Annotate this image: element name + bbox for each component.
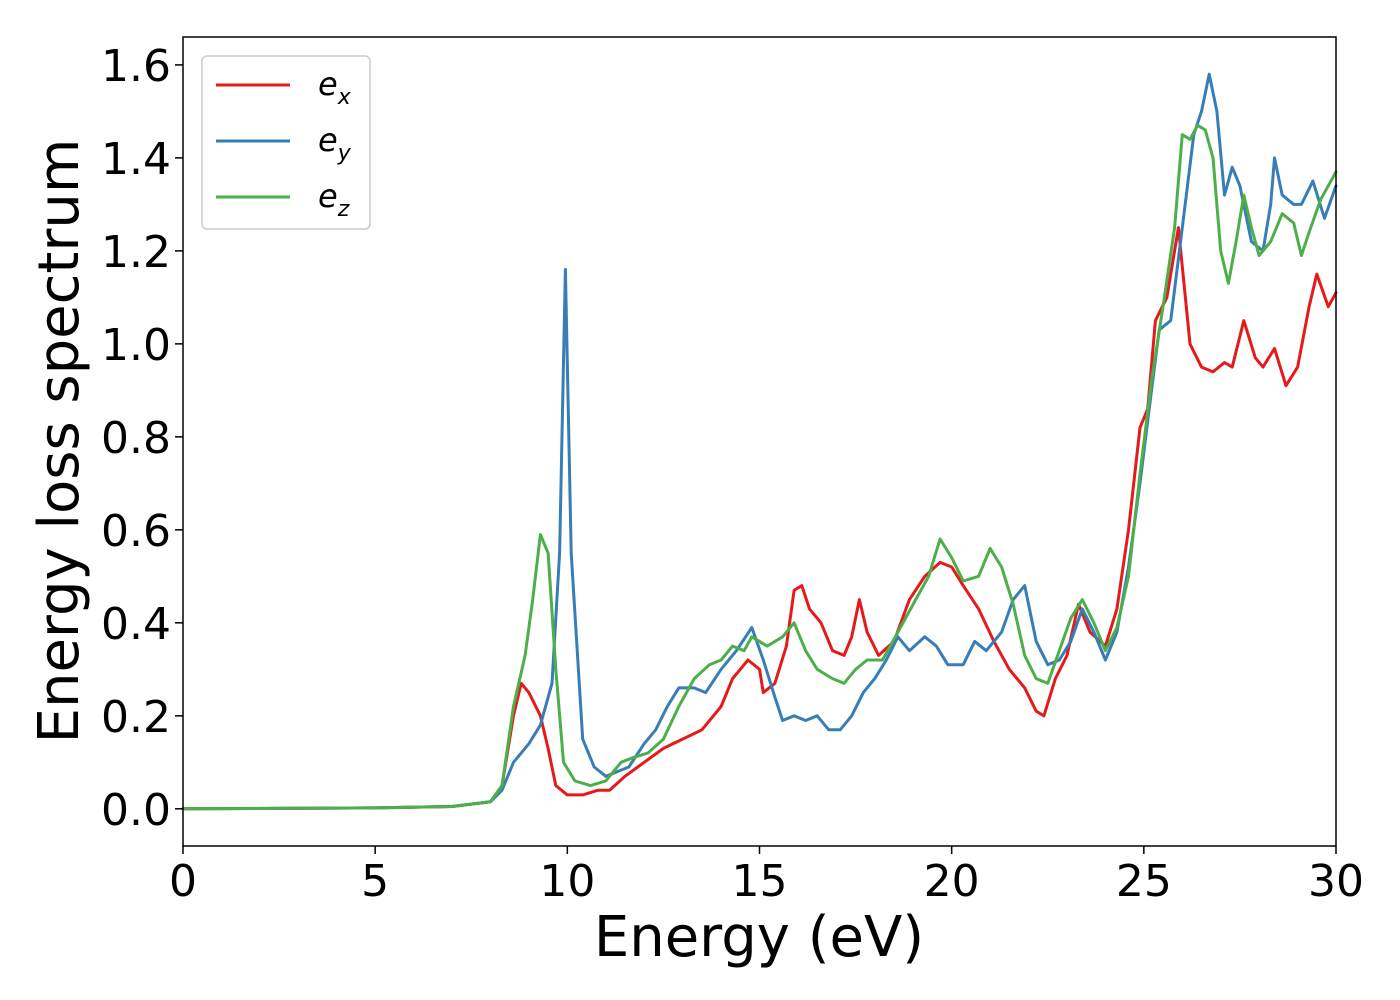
y-tick-label: 1.2 — [101, 227, 171, 278]
y-tick-label: 0.6 — [101, 506, 171, 557]
x-tick-label: 10 — [539, 856, 595, 907]
y-tick-label: 0.4 — [101, 599, 171, 650]
x-axis-ticks: 0 5 10 15 20 25 30 — [169, 846, 1364, 907]
series-line-ez — [181, 123, 1338, 811]
x-axis-label: Energy (eV) — [594, 905, 924, 970]
x-tick-label: 0 — [169, 856, 197, 907]
x-tick-label: 25 — [1116, 856, 1172, 907]
plot-lines — [181, 72, 1338, 811]
x-tick-label: 5 — [361, 856, 389, 907]
x-tick-label: 15 — [732, 856, 788, 907]
y-axis-label: Energy loss spectrum — [27, 139, 92, 744]
y-tick-label: 0.8 — [101, 413, 171, 464]
x-tick-label: 20 — [924, 856, 980, 907]
y-axis-ticks: 0.0 0.2 0.4 0.6 0.8 1.0 1.2 1.4 1.6 — [101, 41, 183, 836]
y-tick-label: 0.2 — [101, 692, 171, 743]
y-tick-label: 1.4 — [101, 134, 171, 185]
y-tick-label: 0.0 — [101, 785, 171, 836]
x-tick-label: 30 — [1308, 856, 1364, 907]
y-tick-label: 1.0 — [101, 320, 171, 371]
y-tick-label: 1.6 — [101, 41, 171, 92]
series-line-ey — [181, 72, 1338, 811]
